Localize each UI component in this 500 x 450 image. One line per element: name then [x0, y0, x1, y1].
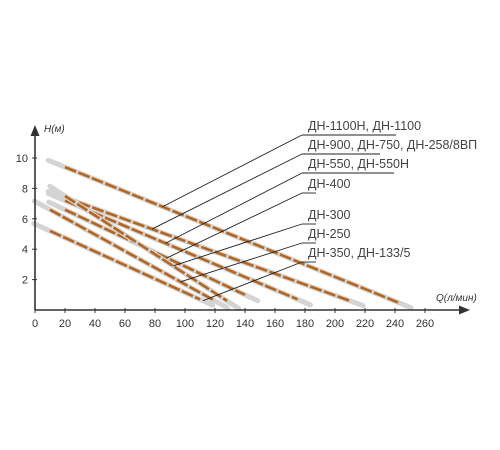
legend-leader-line: [151, 153, 303, 230]
x-tick-label: 200: [326, 318, 344, 330]
x-tick-label: 20: [59, 318, 71, 330]
series-line: [64, 194, 228, 302]
series-line: [49, 208, 216, 303]
series-line: [64, 199, 299, 301]
x-axis-arrow: [459, 305, 470, 315]
y-tick-label: 4: [22, 244, 28, 256]
y-axis-title: H(м): [44, 124, 65, 135]
legend-leader-line: [180, 242, 303, 283]
y-tick-label: 2: [22, 275, 28, 287]
x-tick-label: 60: [119, 318, 131, 330]
series-line: [64, 196, 351, 303]
plot-area: [31, 157, 414, 311]
legend-leader-line: [166, 192, 303, 259]
x-tick-label: 220: [356, 318, 374, 330]
y-axis-arrow: [30, 125, 40, 136]
legend-label: ДН-250: [308, 227, 351, 241]
legend-label: ДН-300: [308, 208, 351, 222]
x-tick-label: 40: [89, 318, 101, 330]
legend-leader-line: [165, 172, 303, 244]
x-tick-label: 80: [149, 318, 161, 330]
legend-label: ДН-1100Н, ДН-1100: [308, 119, 421, 133]
series-line: [49, 229, 201, 301]
legend-label: ДН-900, ДН-750, ДН-258/8ВП: [308, 138, 477, 152]
axes: H(м) Q(л/мин): [30, 124, 477, 315]
legend-label: ДН-400: [308, 177, 351, 191]
ticks: 0 20 40 60 80 100 120 140 160 180 200 220 240 260 2 4 6 8…: [16, 153, 434, 330]
y-tick-label: 10: [16, 153, 28, 165]
legend-leader-line: [172, 223, 303, 267]
x-tick-label: 0: [32, 318, 38, 330]
series-line: [64, 165, 399, 304]
x-axis-title: Q(л/мин): [436, 293, 477, 304]
y-tick-label: 6: [22, 214, 28, 226]
legend-leaders: [151, 134, 396, 302]
x-tick-label: 120: [206, 318, 224, 330]
legend-leader-line: [162, 134, 303, 208]
legend: ДН-1100Н, ДН-1100 ДН-900, ДН-750, ДН-258/…: [308, 119, 477, 260]
x-tick-label: 140: [236, 318, 254, 330]
x-tick-label: 260: [416, 318, 434, 330]
legend-leader-line: [202, 261, 303, 302]
y-tick-label: 8: [22, 183, 28, 195]
legend-label: ДН-550, ДН-550Н: [308, 157, 409, 171]
x-tick-label: 180: [296, 318, 314, 330]
x-tick-label: 240: [386, 318, 404, 330]
x-tick-label: 100: [176, 318, 194, 330]
legend-label: ДН-350, ДН-133/5: [308, 246, 410, 260]
x-tick-label: 160: [266, 318, 284, 330]
series-line: [64, 208, 246, 296]
